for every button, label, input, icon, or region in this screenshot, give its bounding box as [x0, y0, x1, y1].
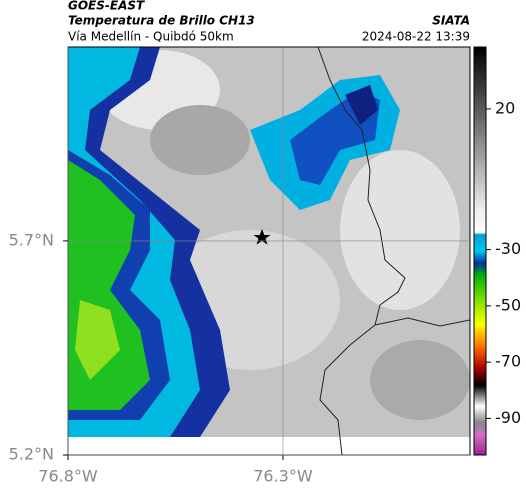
datetime: 2024-08-22 13:39 [362, 30, 470, 44]
satellite-image [68, 47, 470, 455]
title: Temperatura de Brillo CH13 [68, 14, 255, 28]
colorbar-tick-label: -50 [495, 295, 521, 314]
colorbar-tick-label: -70 [495, 352, 521, 371]
colorbar [473, 46, 487, 456]
x-tick-label: 76.8°W [38, 467, 98, 486]
y-tick-label: 5.2°N [9, 445, 54, 464]
colorbar-tick-label: 20 [495, 98, 515, 117]
colorbar-tick-label: -90 [495, 408, 521, 427]
colorbar-tick-label: -30 [495, 239, 521, 258]
x-tick-label: 76.3°W [253, 467, 313, 486]
y-tick-label: 5.7°N [9, 230, 54, 249]
subtitle: Vía Medellín - Quibdó 50km [68, 30, 234, 44]
source: SIATA [432, 14, 470, 28]
satellite: GOES-EAST [68, 0, 145, 13]
